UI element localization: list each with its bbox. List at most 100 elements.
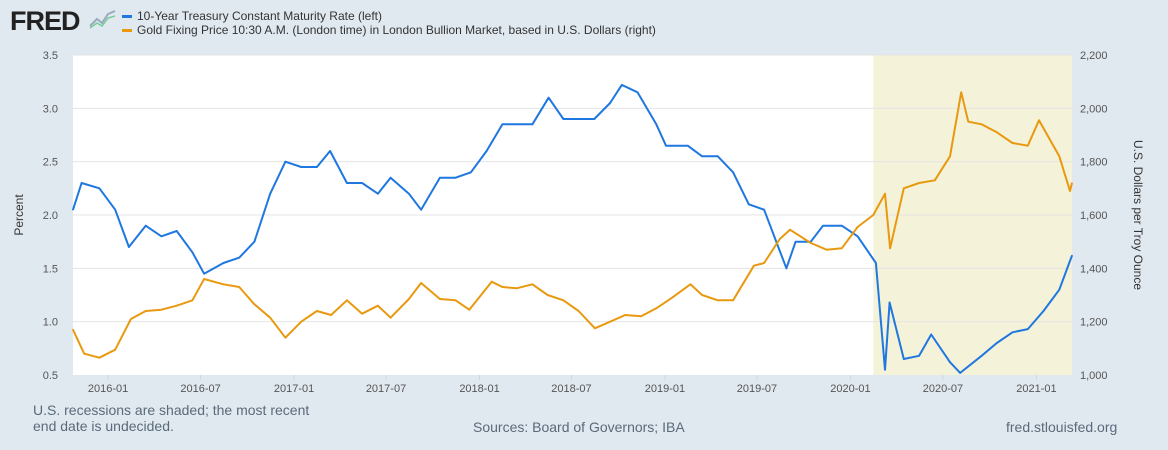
gold-price-point	[253, 303, 256, 306]
treasury-rate-point	[794, 240, 797, 243]
gold-price-point	[671, 296, 673, 299]
gold-price-point	[640, 315, 642, 318]
gold-price-point	[114, 348, 116, 351]
gold-price-point	[1071, 182, 1073, 184]
treasury-rate-point	[389, 176, 392, 179]
gold-price-point	[269, 316, 271, 319]
left-tick-label: 3.0	[43, 103, 58, 115]
treasury-rate-point	[160, 235, 163, 238]
treasury-rate-point	[547, 96, 550, 99]
treasury-rate-point	[665, 144, 667, 147]
gold-price-point	[1011, 142, 1014, 144]
gold-price-point	[175, 304, 178, 307]
gold-price-point	[903, 187, 905, 190]
gold-price-point	[1058, 155, 1061, 158]
treasury-rate-point	[284, 160, 287, 163]
gold-price-point	[934, 179, 936, 182]
treasury-rate-point	[1042, 310, 1045, 312]
gold-price-point	[515, 287, 518, 290]
x-tick-label: 2016-01	[88, 383, 128, 395]
gold-price-point	[889, 247, 891, 250]
gold-price-point	[689, 283, 692, 286]
treasury-rate-point	[903, 358, 905, 360]
gold-price-point	[316, 310, 318, 312]
gold-price-point	[1038, 119, 1040, 122]
x-tick-label: 2019-07	[737, 383, 777, 395]
x-tick-label: 2018-01	[459, 383, 499, 395]
treasury-rate-point	[203, 272, 205, 275]
gold-price-point	[490, 280, 493, 283]
gold-price-point	[531, 283, 534, 286]
legend-item-gold[interactable]: Gold Fixing Price 10:30 A.M. (London tim…	[122, 23, 656, 37]
legend-item-treasury[interactable]: 10-Year Treasury Constant Maturity Rate …	[122, 9, 656, 23]
gold-price-point	[701, 294, 703, 296]
treasury-rate-point	[959, 372, 962, 374]
treasury-rate-point	[72, 208, 74, 211]
treasury-rate-point	[687, 144, 689, 147]
recession-note: U.S. recessions are shaded; the most rec…	[33, 402, 309, 434]
treasury-rate-point	[609, 102, 611, 104]
site-link[interactable]: fred.stlouisfed.org	[1006, 419, 1118, 435]
gold-price-point	[439, 298, 441, 300]
gold-price-point	[300, 320, 302, 323]
legend-swatch	[122, 29, 132, 33]
treasury-rate-point	[377, 192, 379, 195]
x-tick-label: 2020-07	[923, 383, 963, 395]
gold-price-point	[609, 320, 611, 323]
x-tick-label: 2021-01	[1016, 383, 1056, 395]
gold-price-point	[884, 192, 886, 195]
gold-price-point	[144, 310, 147, 312]
sources: Sources: Board of Governors; IBA	[473, 419, 685, 435]
gold-price-point	[789, 228, 791, 231]
gold-price-point	[377, 304, 379, 307]
treasury-rate-point	[701, 155, 703, 158]
treasury-rate-point	[748, 203, 750, 206]
treasury-rate-point	[763, 208, 765, 211]
treasury-rate-point	[636, 91, 639, 94]
gold-price-point	[160, 308, 163, 311]
gold-price-point	[577, 310, 580, 312]
treasury-rate-point	[785, 267, 788, 270]
gold-price-point	[222, 283, 225, 286]
treasury-rate-point	[316, 166, 318, 168]
treasury-rate-point	[470, 171, 472, 174]
treasury-rate-point	[253, 240, 256, 243]
recession-note-line: end date is undecided.	[33, 418, 174, 434]
gold-price-point	[98, 356, 101, 359]
treasury-rate-point	[439, 176, 441, 179]
treasury-rate-point	[114, 208, 116, 211]
treasury-rate-point	[191, 251, 194, 254]
treasury-rate-point	[655, 123, 658, 126]
gold-price-point	[191, 299, 194, 302]
treasury-rate-point	[1071, 254, 1073, 257]
treasury-rate-point	[80, 182, 83, 184]
treasury-rate-point	[577, 118, 580, 120]
treasury-rate-point	[995, 342, 998, 344]
treasury-rate-point	[300, 166, 302, 168]
x-tick-label: 2019-01	[645, 383, 685, 395]
gold-price-point	[594, 327, 596, 330]
legend-swatch	[122, 15, 132, 19]
gold-price-point	[238, 286, 240, 288]
treasury-rate-point	[98, 187, 101, 190]
gold-price-point	[753, 264, 755, 267]
treasury-rate-point	[408, 192, 410, 195]
treasury-rate-point	[531, 123, 534, 126]
fred-logo[interactable]: FRED	[10, 6, 80, 36]
gold-price-point	[949, 155, 951, 158]
treasury-rate-point	[888, 301, 891, 304]
right-tick-label: 1,800	[1080, 157, 1108, 169]
gold-price-point	[960, 91, 963, 94]
gold-price-point	[872, 214, 875, 216]
x-tick-label: 2016-07	[180, 383, 220, 395]
legend: 10-Year Treasury Constant Maturity Rate …	[122, 9, 656, 37]
right-tick-label: 1,600	[1080, 210, 1108, 222]
treasury-rate-point	[128, 246, 130, 248]
gold-price-point	[967, 120, 970, 123]
right-tick-label: 2,000	[1080, 103, 1108, 115]
gold-price-point	[1069, 190, 1071, 192]
gold-price-point	[841, 247, 843, 250]
gold-price-point	[995, 131, 998, 134]
treasury-rate-point	[884, 368, 886, 371]
